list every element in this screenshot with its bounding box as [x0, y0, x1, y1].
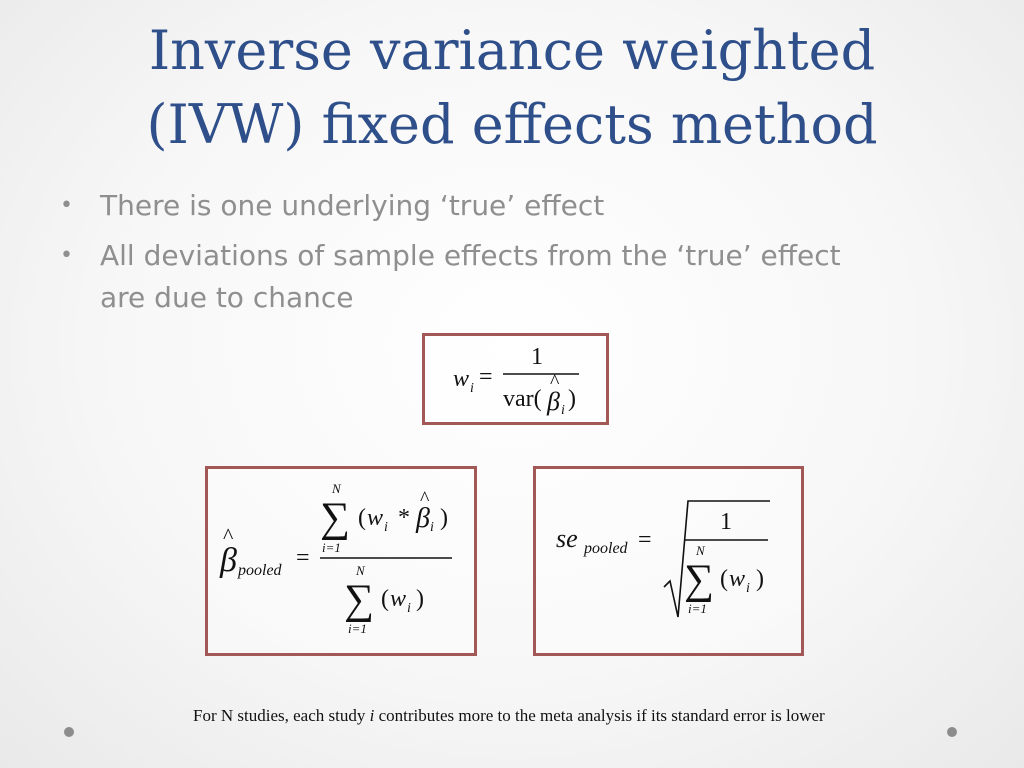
- beta-pooled-formula-box: β ^ pooled = N ∑ i=1 ( w i * β ^ i ) N ∑…: [205, 466, 477, 656]
- se-den-sub: i: [746, 581, 750, 596]
- weight-den-prefix: var(: [503, 386, 542, 412]
- den-sum-upper: N: [355, 563, 366, 578]
- weight-den-suffix: ): [568, 386, 576, 412]
- den-w: w: [390, 586, 406, 612]
- weight-lhs: w: [453, 366, 469, 392]
- se-sigma-icon: ∑: [684, 557, 714, 603]
- num-beta-sub: i: [430, 520, 434, 535]
- nav-dot-right-icon: [947, 727, 957, 737]
- weight-formula-box: w i = 1 var( β ^ i ): [422, 333, 609, 425]
- bullet-text: All deviations of sample effects from th…: [100, 239, 841, 314]
- den-w-sub: i: [407, 601, 411, 616]
- footnote-italic: i: [369, 706, 375, 725]
- se-pooled-formula: se pooled = 1 N ∑ i=1 ( w i ): [556, 500, 770, 618]
- se-sum-lower: i=1: [688, 601, 707, 616]
- den-open: (: [381, 586, 389, 612]
- se-den-close: ): [756, 566, 764, 592]
- weight-lhs-sub: i: [470, 381, 474, 396]
- beta-pooled-lhs: β: [219, 542, 237, 579]
- footnote-text-1: For N studies, each study: [193, 706, 370, 725]
- se-pooled-sub: pooled: [583, 540, 629, 557]
- title-line-2: (IVW) fixed effects method: [146, 93, 878, 156]
- num-close: ): [440, 505, 448, 531]
- title-line-1: Inverse variance weighted: [148, 19, 876, 82]
- bullet-text: There is one underlying ‘true’ effect: [100, 189, 605, 222]
- num-sum-lower: i=1: [322, 540, 341, 555]
- weight-beta: β: [546, 387, 560, 416]
- sqrt-icon: [663, 500, 770, 618]
- se-sum-upper: N: [695, 543, 706, 558]
- num-open: (: [358, 505, 366, 531]
- equals-sign: =: [296, 545, 310, 571]
- num-w: w: [367, 505, 383, 531]
- se-pooled-lhs: se: [556, 524, 578, 553]
- footnote-text-2: contributes more to the meta analysis if…: [374, 706, 825, 725]
- se-numerator: 1: [720, 509, 732, 535]
- se-pooled-formula-box: se pooled = 1 N ∑ i=1 ( w i ): [533, 466, 804, 656]
- hat-icon: ^: [223, 523, 234, 548]
- weight-numerator: 1: [531, 344, 543, 370]
- slide-title: Inverse variance weighted (IVW) fixed ef…: [0, 14, 1024, 162]
- nav-dot-left-icon: [64, 727, 74, 737]
- se-den-w: w: [729, 566, 745, 592]
- bullet-list: • There is one underlying ‘true’ effect …: [58, 185, 888, 327]
- num-sigma-icon: ∑: [320, 495, 350, 541]
- num-sum-upper: N: [331, 481, 342, 496]
- weight-formula: w i = 1 var( β ^ i ): [453, 344, 579, 418]
- hat-icon: ^: [550, 371, 560, 393]
- beta-pooled-formula: β ^ pooled = N ∑ i=1 ( w i * β ^ i ) N ∑…: [219, 481, 452, 636]
- hat-icon: ^: [420, 488, 430, 510]
- den-close: ): [416, 586, 424, 612]
- den-sigma-icon: ∑: [344, 577, 374, 623]
- num-mult: *: [398, 505, 410, 531]
- bullet-item: • There is one underlying ‘true’ effect: [58, 185, 888, 227]
- se-den-open: (: [720, 566, 728, 592]
- bullet-dot-icon: •: [60, 243, 73, 268]
- num-w-sub: i: [384, 520, 388, 535]
- bullet-item: • All deviations of sample effects from …: [58, 235, 888, 319]
- equals-sign: =: [638, 527, 652, 553]
- footnote: For N studies, each study i contributes …: [193, 704, 893, 727]
- equals-sign: =: [479, 364, 493, 390]
- den-sum-lower: i=1: [348, 621, 367, 636]
- weight-beta-sub: i: [561, 403, 565, 418]
- bullet-dot-icon: •: [60, 193, 73, 218]
- beta-pooled-sub: pooled: [237, 562, 283, 579]
- num-beta: β: [415, 503, 430, 534]
